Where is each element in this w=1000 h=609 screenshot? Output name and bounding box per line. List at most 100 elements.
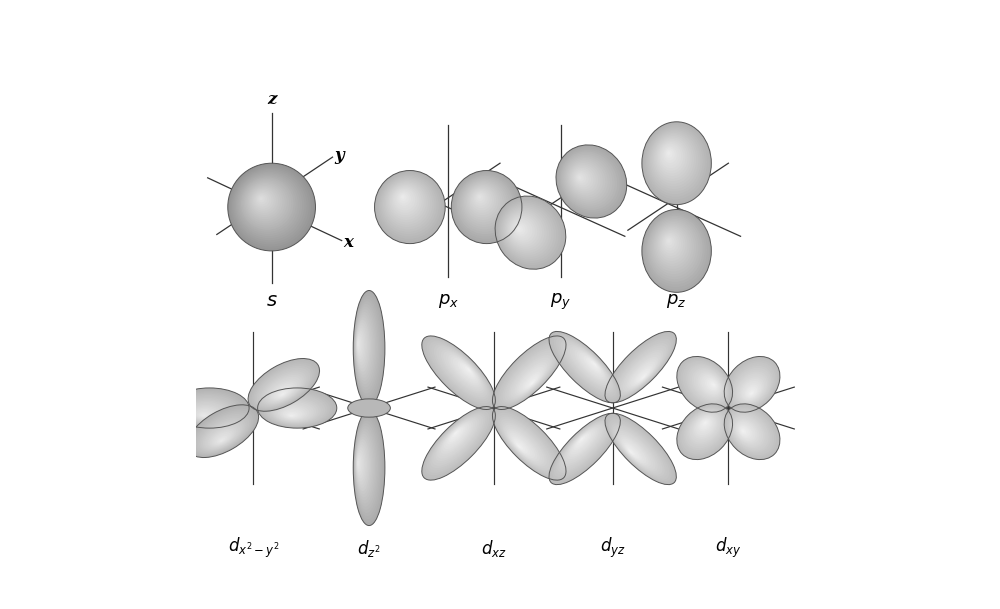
Ellipse shape <box>575 434 589 448</box>
Ellipse shape <box>577 435 587 446</box>
Ellipse shape <box>188 403 224 421</box>
Ellipse shape <box>695 371 723 398</box>
Text: $p_x$: $p_x$ <box>438 292 459 311</box>
Ellipse shape <box>651 220 696 274</box>
Ellipse shape <box>733 418 761 445</box>
Ellipse shape <box>356 449 364 479</box>
Ellipse shape <box>458 177 511 232</box>
Circle shape <box>236 172 302 238</box>
Ellipse shape <box>569 429 597 457</box>
Ellipse shape <box>496 198 563 267</box>
Ellipse shape <box>663 234 677 251</box>
Ellipse shape <box>354 415 382 519</box>
Ellipse shape <box>193 407 217 420</box>
Ellipse shape <box>354 418 381 516</box>
Ellipse shape <box>662 233 679 253</box>
Ellipse shape <box>584 356 601 374</box>
Ellipse shape <box>511 434 533 457</box>
Ellipse shape <box>504 209 547 253</box>
Ellipse shape <box>453 358 478 384</box>
Ellipse shape <box>572 431 593 452</box>
Ellipse shape <box>453 172 520 241</box>
Text: x: x <box>343 234 353 251</box>
Ellipse shape <box>198 412 210 418</box>
Ellipse shape <box>509 216 537 245</box>
Ellipse shape <box>460 363 475 378</box>
Ellipse shape <box>572 348 608 384</box>
Ellipse shape <box>447 426 466 445</box>
Ellipse shape <box>724 404 780 460</box>
Ellipse shape <box>353 290 385 406</box>
Ellipse shape <box>508 355 553 399</box>
Circle shape <box>232 167 309 245</box>
Ellipse shape <box>274 385 292 399</box>
Ellipse shape <box>215 434 229 445</box>
Ellipse shape <box>356 325 367 365</box>
Ellipse shape <box>449 428 464 442</box>
Ellipse shape <box>703 376 720 393</box>
Ellipse shape <box>694 369 724 400</box>
Ellipse shape <box>441 350 485 393</box>
Ellipse shape <box>383 178 432 230</box>
Ellipse shape <box>645 125 707 199</box>
Ellipse shape <box>643 124 709 202</box>
Ellipse shape <box>387 182 426 222</box>
Ellipse shape <box>681 359 731 409</box>
Ellipse shape <box>452 430 460 437</box>
Ellipse shape <box>450 356 480 385</box>
Ellipse shape <box>650 219 698 276</box>
Ellipse shape <box>563 155 612 206</box>
Ellipse shape <box>276 403 312 421</box>
Ellipse shape <box>353 412 384 523</box>
Ellipse shape <box>499 201 559 263</box>
Ellipse shape <box>248 359 320 411</box>
Ellipse shape <box>355 306 377 387</box>
Ellipse shape <box>629 450 633 454</box>
Ellipse shape <box>642 375 645 379</box>
Ellipse shape <box>516 442 523 449</box>
Ellipse shape <box>498 343 561 406</box>
Circle shape <box>242 178 291 228</box>
Ellipse shape <box>692 368 725 401</box>
Ellipse shape <box>549 414 620 485</box>
Ellipse shape <box>520 369 542 392</box>
Ellipse shape <box>568 161 603 198</box>
Ellipse shape <box>210 428 235 447</box>
Ellipse shape <box>464 182 503 222</box>
Ellipse shape <box>255 366 312 408</box>
Ellipse shape <box>576 172 586 183</box>
Ellipse shape <box>356 439 370 491</box>
Ellipse shape <box>390 185 422 217</box>
Ellipse shape <box>437 418 477 459</box>
Ellipse shape <box>355 314 373 378</box>
Ellipse shape <box>355 426 377 507</box>
Ellipse shape <box>454 431 458 435</box>
Ellipse shape <box>667 239 670 243</box>
Ellipse shape <box>501 204 554 259</box>
Ellipse shape <box>578 436 585 443</box>
Ellipse shape <box>701 420 709 428</box>
Ellipse shape <box>268 396 323 424</box>
Ellipse shape <box>628 448 635 456</box>
Ellipse shape <box>749 390 754 396</box>
Ellipse shape <box>565 158 608 202</box>
Ellipse shape <box>743 382 760 400</box>
Ellipse shape <box>253 364 314 409</box>
Ellipse shape <box>660 231 681 256</box>
Text: z: z <box>267 91 276 108</box>
Ellipse shape <box>499 417 554 472</box>
Ellipse shape <box>647 128 703 194</box>
Ellipse shape <box>507 213 542 249</box>
Ellipse shape <box>686 364 728 406</box>
Ellipse shape <box>439 420 475 456</box>
Ellipse shape <box>564 157 610 204</box>
Ellipse shape <box>562 423 605 466</box>
Ellipse shape <box>677 404 733 460</box>
Ellipse shape <box>737 373 767 404</box>
Ellipse shape <box>609 336 673 400</box>
Ellipse shape <box>191 409 255 456</box>
Ellipse shape <box>556 145 627 218</box>
Ellipse shape <box>619 348 665 394</box>
Ellipse shape <box>646 127 705 197</box>
Ellipse shape <box>642 209 711 292</box>
